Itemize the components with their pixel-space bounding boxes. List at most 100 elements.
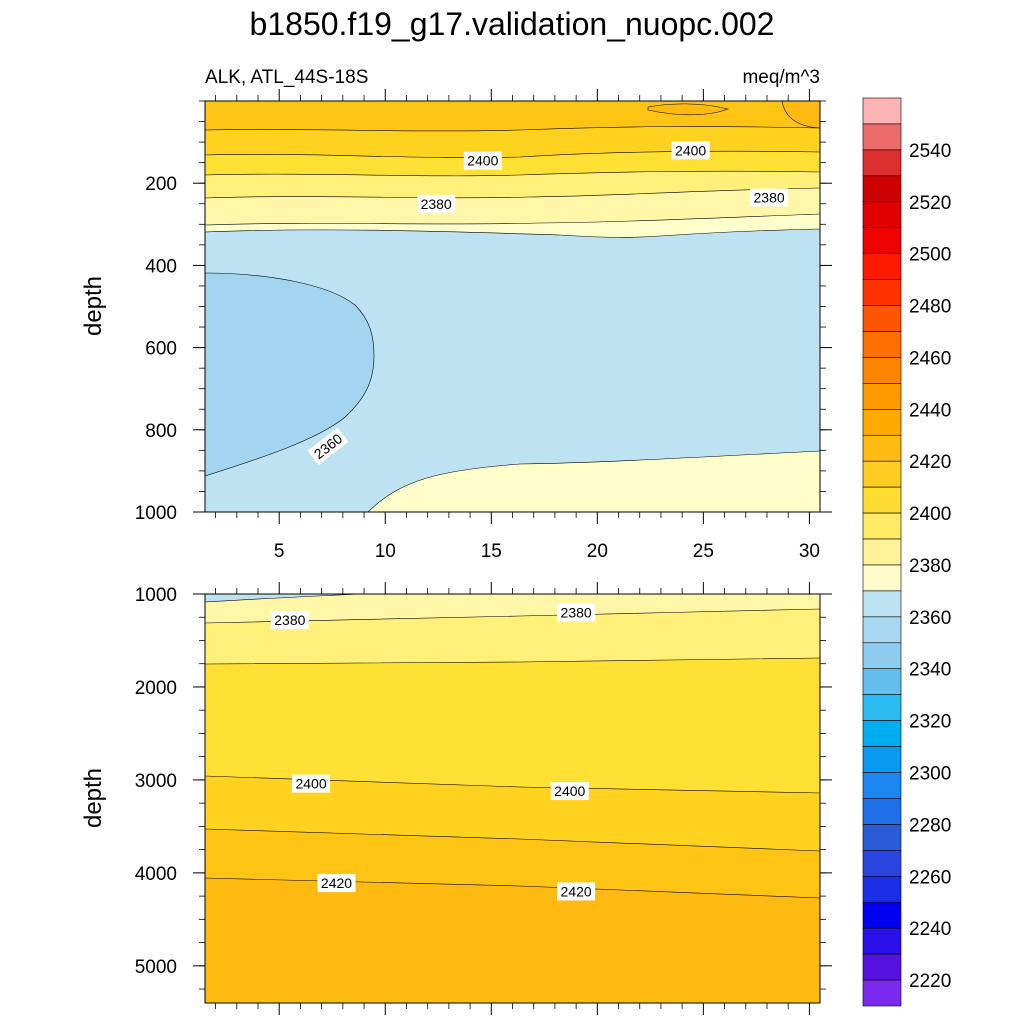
contour-label: 2420 (557, 882, 596, 901)
lower-y-tick-label: 2000 (135, 678, 177, 699)
colorbar-label: 2360 (909, 608, 951, 629)
contour-label: 2380 (417, 194, 456, 213)
contour-label-bg (292, 774, 331, 793)
upper-band-2360 (205, 229, 820, 512)
colorbar-label: 2540 (909, 141, 951, 162)
upper-x-tick-label: 5 (274, 541, 285, 562)
colorbar-swatch (862, 901, 902, 929)
contour-label-bg (550, 782, 589, 801)
contour-label: 2400 (463, 151, 502, 170)
upper-band-2350 (205, 273, 374, 476)
chart-subtitle-left: ALK, ATL_44S-18S (205, 67, 368, 88)
colorbar-label: 2440 (909, 400, 951, 421)
colorbar-swatch (862, 175, 902, 203)
upper-x-tick-label: 15 (481, 541, 502, 562)
contour-label-text: 2400 (675, 142, 706, 158)
colorbar-swatch (862, 253, 902, 280)
contour-label-text: 2400 (295, 776, 326, 792)
colorbar-swatch (862, 616, 902, 644)
colorbar-label: 2500 (909, 245, 951, 266)
colorbar-swatch (862, 357, 902, 384)
colorbar-label: 2300 (909, 764, 951, 785)
contour-label: 2400 (671, 141, 710, 160)
lower-y-tick-label: 1000 (135, 585, 177, 606)
contour-label-text: 2380 (754, 190, 785, 206)
colorbar-swatch (862, 850, 902, 877)
upper-y-tick-label: 600 (145, 339, 177, 360)
colorbar-swatch (862, 694, 902, 721)
contour-label-bg (317, 874, 356, 893)
colorbar: 2540 2520 2500 2480 2460 2440 2420 2400 2380 2360… (862, 97, 951, 1029)
upper-band-2430 (648, 103, 728, 115)
colorbar-swatch (862, 746, 902, 773)
upper-contour-fill (205, 101, 820, 512)
colorbar-swatch (862, 927, 902, 955)
colorbar-swatch (862, 668, 902, 695)
colorbar-swatch (862, 538, 902, 566)
upper-x-tick-label: 10 (375, 541, 396, 562)
lower-panel: 1000 2000 3000 4000 5000 (135, 582, 832, 1015)
lower-contour-fill (205, 594, 820, 1003)
contour-label-text: 2380 (274, 612, 305, 628)
contour-label-bg (417, 194, 456, 213)
colorbar-label: 2240 (909, 919, 951, 940)
upper-band-2430b (782, 101, 820, 128)
colorbar-swatch (862, 227, 902, 254)
colorbar-swatch (862, 512, 902, 540)
colorbar-swatch (862, 123, 902, 151)
lower-ticks: 1000 2000 3000 4000 5000 (135, 582, 832, 1015)
colorbar-swatch (862, 305, 902, 332)
contour-label-bg (671, 141, 710, 160)
contour-label-text: 2380 (561, 605, 592, 621)
colorbar-swatch (862, 409, 902, 436)
upper-y-tick-label: 400 (145, 256, 177, 277)
colorbar-label: 2480 (909, 297, 951, 318)
lower-y-tick-label: 3000 (135, 771, 177, 792)
upper-y-axis-label: depth (80, 276, 107, 336)
upper-y-tick-label: 1000 (135, 503, 177, 524)
colorbar-swatch (862, 953, 902, 981)
colorbar-swatch (862, 772, 902, 799)
upper-y-tick-label: 200 (145, 174, 177, 195)
contour-label: 2380 (270, 611, 309, 630)
lower-y-axis-label: depth (80, 768, 107, 828)
colorbar-swatch (862, 201, 902, 229)
upper-contour-lines (205, 101, 820, 512)
colorbar-swatch (862, 97, 902, 125)
colorbar-label: 2340 (909, 660, 951, 681)
contour-label-text: 2420 (561, 883, 592, 899)
upper-x-tick-label: 20 (587, 541, 608, 562)
upper-x-tick-label: 30 (799, 541, 820, 562)
colorbar-swatch (862, 460, 902, 488)
colorbar-label: 2520 (909, 193, 951, 214)
lower-band-2360 (205, 594, 360, 602)
colorbar-label: 2380 (909, 556, 951, 577)
colorbar-label: 2320 (909, 712, 951, 733)
contour-label: 2380 (750, 188, 789, 207)
lower-y-tick-label: 4000 (135, 864, 177, 885)
colorbar-swatch (862, 331, 902, 358)
colorbar-swatch (862, 824, 902, 851)
colorbar-label: 2420 (909, 452, 951, 473)
contour-label-bg (270, 611, 309, 630)
chart-title: b1850.f19_g17.validation_nuopc.002 (250, 6, 775, 42)
colorbar-swatch (862, 434, 902, 462)
contour-label-bg (307, 427, 349, 466)
colorbar-swatch (862, 979, 902, 1007)
colorbar-swatch (862, 149, 902, 177)
contour-label-text: 2400 (554, 783, 585, 799)
colorbar-swatch (862, 383, 902, 410)
lower-band-2370 (205, 594, 820, 623)
colorbar-swatch (862, 720, 902, 747)
contour-label-text: 2400 (467, 153, 498, 169)
colorbar-label: 2260 (909, 867, 951, 888)
lower-y-tick-label: 5000 (135, 957, 177, 978)
chart-units-label: meq/m^3 (742, 67, 820, 88)
colorbar-label: 2280 (909, 815, 951, 836)
colorbar-label: 2400 (909, 504, 951, 525)
upper-y-tick-label: 800 (145, 421, 177, 442)
colorbar-swatch (862, 564, 902, 592)
colorbar-swatch (862, 798, 902, 825)
